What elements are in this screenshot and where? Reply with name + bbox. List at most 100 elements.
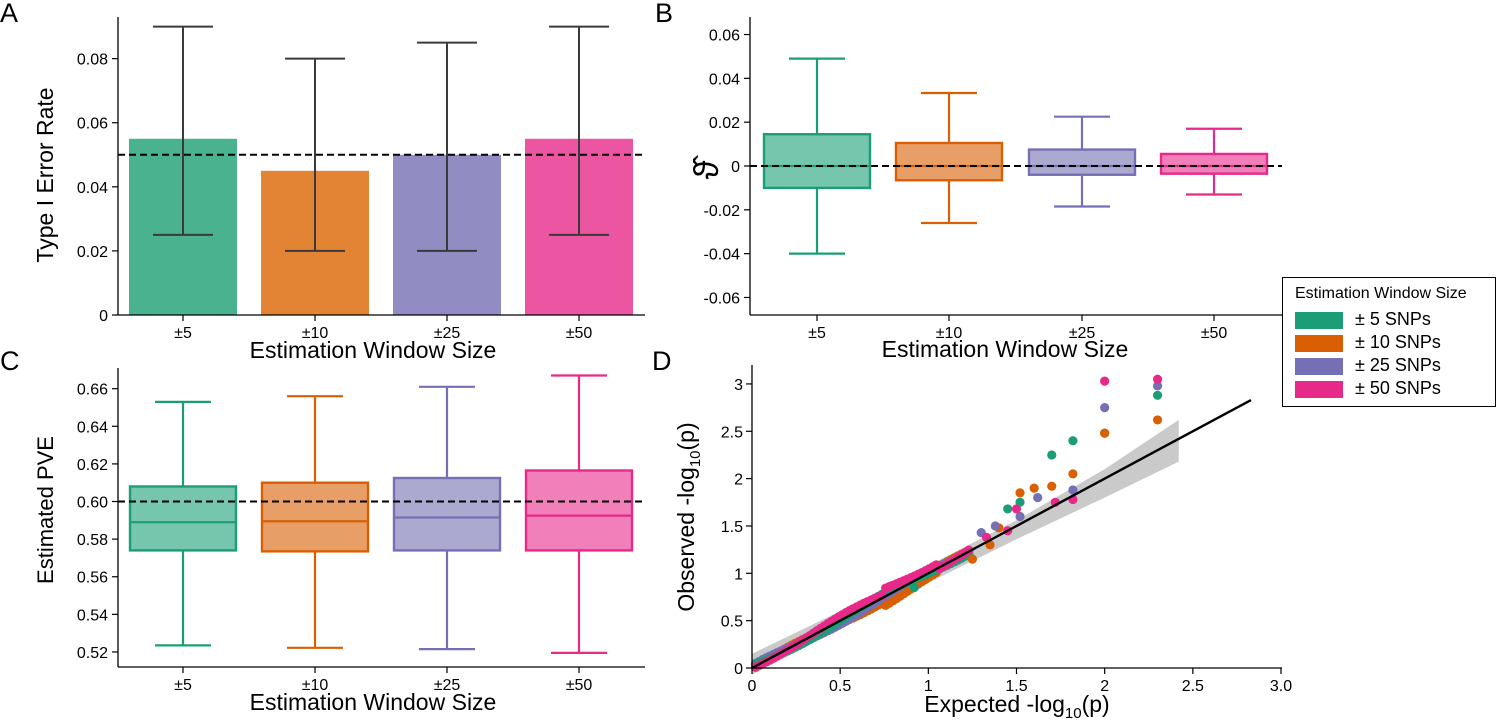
qq-point: [909, 582, 919, 593]
x-tick-label: ±50: [566, 677, 593, 694]
legend-swatch: [1295, 381, 1343, 398]
y-tick-label: 0.06: [709, 28, 740, 45]
qq-point: [1068, 469, 1078, 479]
panel-b-box-plot: -0.06 -0.04 -0.02 0 0.02 0.04 0.06 ±5 ±10 ±25 ±50 E…: [688, 17, 1282, 362]
qq-point: [1068, 436, 1078, 446]
qq-point: [1015, 511, 1025, 522]
x-axis-label: Expected -log10(p): [924, 691, 1109, 722]
x-tick-label: 0: [748, 678, 757, 695]
qq-point: [1152, 381, 1163, 391]
panel-d-qq-plot: 0 0.5 1 1.5 2 2.5 3.0 0 0.5 1 1.5 2 2.5 3 Expected -lo…: [673, 365, 1292, 722]
y-tick-label: 0.58: [77, 532, 108, 549]
y-tick-label: 0.66: [77, 382, 108, 399]
y-tick-label: 0.02: [77, 244, 108, 261]
qq-point: [1029, 483, 1039, 493]
y-tick-label: 1.5: [721, 519, 743, 536]
x-tick-label: 0.5: [829, 678, 851, 695]
legend-label: ± 10 SNPs: [1355, 332, 1441, 352]
box-2: [260, 481, 370, 553]
x-tick-label: 2.5: [1182, 678, 1204, 695]
qq-point: [1068, 485, 1078, 495]
x-tick-label: ±25: [434, 325, 461, 342]
x-tick-label: 1: [924, 678, 933, 695]
y-tick-label: 0.62: [77, 457, 108, 474]
y-tick-label: -0.02: [704, 203, 741, 220]
panel-label-d: D: [652, 346, 672, 376]
y-tick-label: 0.5: [721, 614, 743, 631]
y-tick-label: 1: [734, 566, 743, 583]
y-tick-label: 0.56: [77, 570, 108, 587]
y-tick-label: 0.02: [709, 115, 740, 132]
fit-line: [751, 398, 1252, 670]
qq-point: [1011, 504, 1022, 514]
x-tick-label: ±5: [808, 325, 826, 342]
qq-point: [990, 521, 1000, 531]
x-tick-label: ±10: [302, 325, 329, 342]
y-tick-label: 0: [731, 159, 740, 176]
y-tick-label: 0.52: [77, 645, 108, 662]
qq-point: [1100, 376, 1110, 386]
y-tick-label: 0: [734, 661, 743, 678]
qq-point: [1047, 481, 1057, 491]
qq-point: [967, 554, 978, 564]
x-tick-label: 2: [1100, 678, 1109, 695]
x-tick-label: ±5: [174, 325, 192, 342]
y-axis-label: ϑ̂: [688, 155, 726, 180]
box-1: [128, 485, 238, 552]
y-tick-label: 0.06: [77, 116, 108, 133]
y-tick-label: -0.06: [704, 290, 741, 307]
panel-c-box-plot: 0.52 0.54 0.56 0.58 0.60 0.62 0.64 0.66 ±5 ±10 ±25…: [33, 368, 645, 715]
box-3: [1027, 148, 1137, 176]
x-tick-label: ±10: [936, 325, 963, 342]
legend-swatch: [1295, 335, 1343, 352]
qq-point: [1152, 374, 1163, 384]
x-axis-label: Estimation Window Size: [882, 336, 1129, 362]
x-axis-label: Estimation Window Size: [250, 337, 497, 363]
series-purple: [976, 381, 1163, 538]
y-tick-label: 2.5: [721, 424, 743, 441]
y-tick-label: 0: [99, 308, 108, 325]
qq-point: [1003, 504, 1013, 514]
qq-point: [1152, 415, 1163, 425]
box-2: [894, 141, 1004, 182]
x-tick-label: ±25: [1069, 325, 1096, 342]
y-axis-label: Type I Error Rate: [32, 87, 58, 262]
legend-label: ± 5 SNPs: [1355, 309, 1431, 329]
legend: Estimation Window Size ± 5 SNPs ± 10 SNP…: [1282, 277, 1496, 407]
y-tick-label: 0.08: [77, 52, 108, 69]
box-4: [1159, 152, 1269, 175]
panel-label-a: A: [0, 0, 18, 28]
panel-label-b: B: [655, 0, 673, 28]
box-3: [392, 476, 502, 552]
box-4: [524, 469, 634, 552]
qq-point: [1100, 428, 1110, 438]
x-tick-label: ±50: [566, 325, 593, 342]
y-axis-label: Estimated PVE: [33, 436, 58, 584]
x-tick-label: ±25: [434, 677, 461, 694]
qq-point: [1100, 403, 1110, 413]
legend-label: ± 50 SNPs: [1355, 378, 1441, 398]
y-tick-label: 0.60: [77, 495, 108, 512]
panel-a-bar-chart: 0 0.02 0.04 0.06 0.08 ±5 ±10 ±25 ±50 Estimation W…: [32, 17, 645, 363]
y-tick-label: 0.04: [709, 71, 740, 88]
y-tick-label: 0.04: [77, 180, 108, 197]
qq-point: [1015, 488, 1025, 498]
qq-point: [1047, 450, 1057, 460]
x-tick-label: ±10: [302, 677, 329, 694]
x-tick-label: 3.0: [1270, 678, 1292, 695]
legend-swatch: [1295, 358, 1343, 375]
x-tick-label: ±50: [1201, 325, 1228, 342]
qq-point: [1152, 390, 1163, 400]
x-tick-label: ±5: [174, 677, 192, 694]
y-tick-label: 0.54: [77, 607, 108, 624]
panel-label-c: C: [0, 346, 20, 376]
y-axis-label: Observed -log10(p): [673, 422, 704, 611]
x-tick-label: 1.5: [1005, 678, 1027, 695]
legend-title: Estimation Window Size: [1295, 285, 1467, 302]
legend-swatch: [1295, 312, 1343, 329]
y-tick-label: -0.04: [704, 247, 741, 264]
legend-label: ± 25 SNPs: [1355, 355, 1441, 375]
y-tick-label: 2: [734, 472, 743, 489]
y-tick-label: 3: [734, 377, 743, 394]
